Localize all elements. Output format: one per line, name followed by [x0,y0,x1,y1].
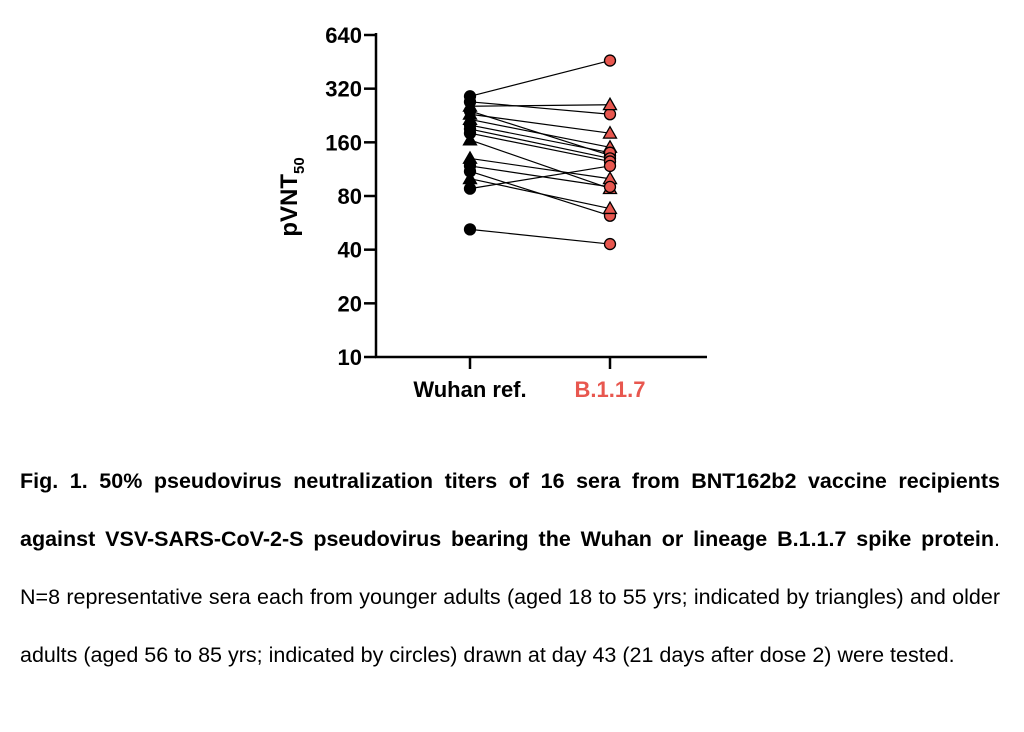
pair-line [469,157,611,180]
x-category-label: B.1.1.7 [575,377,646,402]
x-category-label: Wuhan ref. [413,377,526,402]
b117-triangle-marker [602,96,618,111]
pair-line [469,104,611,107]
b117-triangle-marker [602,125,618,139]
caption-regular-text: . N=8 representative sera each from youn… [20,527,1000,667]
pair-line [469,165,611,190]
pair-line [469,118,611,148]
y-tick-label: 320 [325,77,362,102]
y-tick-label: 640 [325,23,362,48]
b117-circle-marker [603,237,617,251]
chart-axes: 10 20 40 80 160 320 640 Wuhan ref. B.1.1.7 [325,23,707,402]
b117-circle-marker [603,159,617,173]
wuhan-circle-marker [463,223,477,236]
pair-lines [469,59,611,245]
pair-line [469,124,611,154]
b117-triangle-marker [602,200,618,215]
wuhan-circle-marker [463,182,477,195]
y-tick-label: 40 [338,238,362,263]
b117-circle-marker [603,108,617,121]
pair-line [469,165,611,188]
pair-line [469,228,611,245]
figure-caption: Fig. 1. 50% pseudovirus neutralization t… [20,452,1000,684]
y-axis-label-subscript: 50 [291,157,308,174]
pair-line [469,59,611,97]
b117-circle-marker [603,180,617,194]
pair-line [469,101,611,115]
pair-line [469,132,611,163]
y-tick-label: 10 [338,345,362,370]
pair-line [469,178,611,210]
b117-circle-marker [603,54,617,67]
pair-line [469,139,611,190]
pair-line [469,128,611,159]
y-axis-label: pVNT50 [276,157,308,236]
pair-line [469,113,611,134]
wuhan-triangle-marker [462,132,478,146]
caption-bold-text: Fig. 1. 50% pseudovirus neutralization t… [20,469,1000,551]
y-tick-label: 160 [325,130,362,155]
y-tick-label: 80 [338,184,362,209]
pvnt-chart: 10 20 40 80 160 320 640 Wuhan ref. B.1.1.7 pVNT5… [276,23,707,402]
data-markers [462,54,618,251]
y-tick-label: 20 [338,291,362,316]
